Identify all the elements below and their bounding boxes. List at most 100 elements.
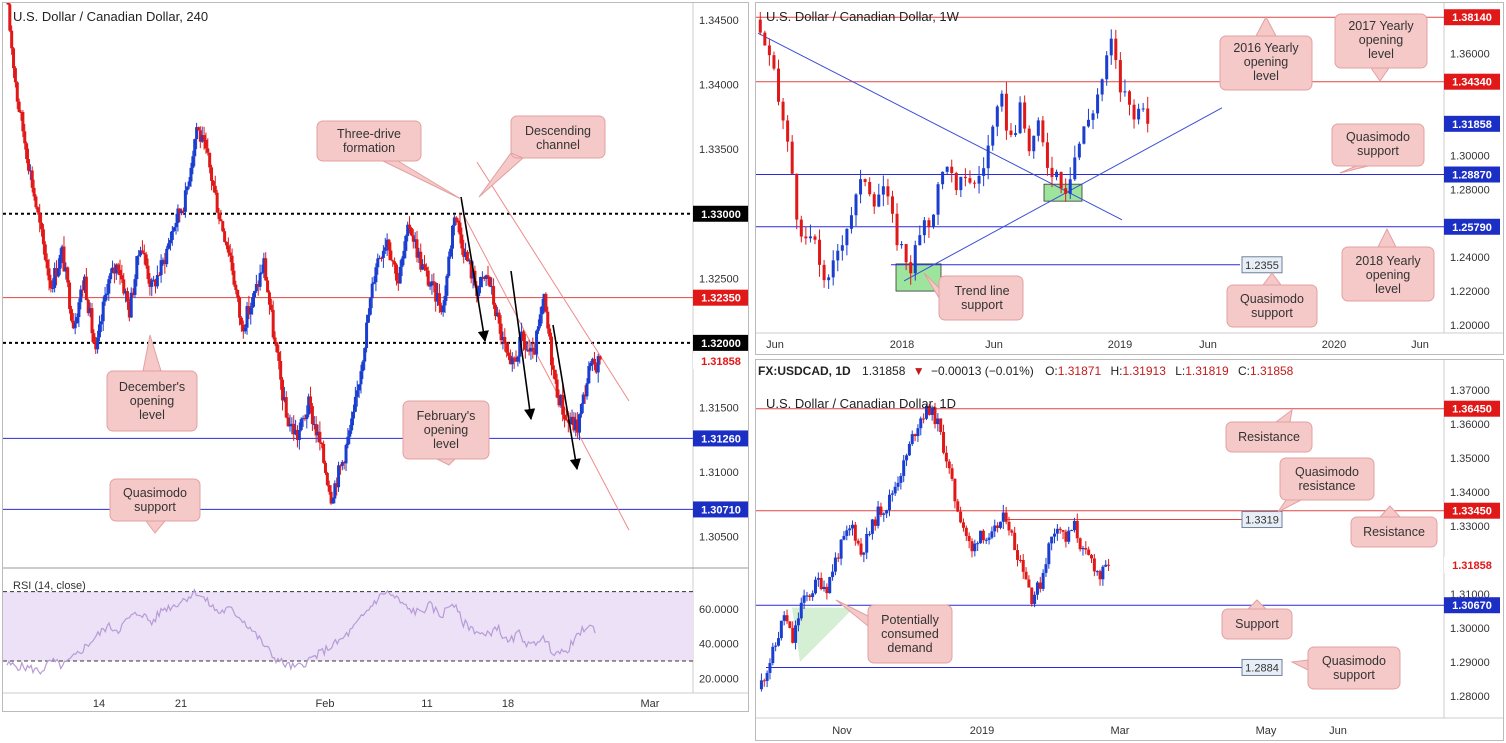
level-tag: 1.2355 (1241, 256, 1283, 274)
ohlc-header: FX:USDCAD, 1D 1.31858 ▼ −0.00013 (−0.01%… (758, 364, 1294, 378)
candle-body (995, 106, 999, 127)
candle (1007, 516, 1011, 536)
candle (563, 406, 567, 428)
candle-body (43, 244, 47, 260)
candle-body (30, 170, 34, 188)
candle-body (327, 485, 331, 492)
weekly-chart-svg[interactable]: 1.2355 1.36000 1.30000 1.28000 1.24000 1.220… (756, 3, 1504, 355)
h4-chart-svg[interactable]: 60.0000 40.0000 20.0000 1.34500 1.34000 1.335… (3, 3, 749, 712)
candle-body (833, 557, 837, 572)
candle (148, 273, 152, 296)
candle-body (557, 397, 561, 406)
candle-body (774, 645, 778, 647)
candle (394, 263, 398, 286)
candle (198, 126, 202, 149)
price-label-text: 1.32000 (701, 338, 741, 350)
candle-body (241, 324, 245, 332)
candle (437, 283, 441, 313)
candle-body (1104, 564, 1108, 567)
candle (767, 38, 771, 66)
candle (848, 525, 852, 536)
callout-text: 2017 Yearly (1348, 19, 1414, 33)
candle (816, 572, 820, 587)
candle-body (303, 418, 307, 420)
candle-body (1092, 558, 1096, 572)
x-tick-label: May (1256, 725, 1277, 737)
candle (56, 258, 60, 278)
candle-body (827, 277, 831, 281)
candle-body (1090, 554, 1094, 559)
candle (1084, 541, 1088, 555)
candle (585, 378, 589, 400)
candle-body (559, 394, 563, 406)
candle (976, 541, 980, 552)
candle (344, 443, 348, 472)
candle (939, 418, 943, 435)
candle (1078, 537, 1082, 552)
callout-text: December's (119, 380, 185, 394)
candle-body (1095, 571, 1099, 573)
price-label-text: 1.30670 (1452, 600, 1492, 612)
candle (232, 263, 236, 287)
candle (1027, 575, 1031, 588)
callout-text: support (961, 298, 1003, 312)
price-label-text: 1.33000 (701, 209, 741, 221)
candle-body (840, 245, 844, 251)
candle (383, 237, 387, 255)
candle-body (1064, 188, 1068, 194)
candle-body (1081, 548, 1085, 550)
candle (241, 320, 245, 339)
callout-text: demand (887, 641, 932, 655)
candle-body (465, 251, 469, 262)
candle (404, 234, 408, 259)
candle (140, 240, 144, 254)
candle (1001, 504, 1005, 530)
candle-body (1098, 571, 1102, 580)
candle (40, 214, 44, 237)
candle-body (447, 256, 451, 276)
candle-body (150, 281, 154, 287)
candle-body (262, 258, 266, 273)
candle (249, 302, 253, 325)
candle (505, 341, 509, 358)
candle-body (893, 486, 897, 494)
price-label: 1.30670 (1444, 597, 1500, 614)
candle-body (155, 275, 159, 287)
candle (460, 227, 464, 256)
candle-body (62, 246, 66, 272)
candle (1024, 567, 1028, 580)
callout-text: formation (343, 141, 395, 155)
candle-body (350, 418, 354, 431)
candle (428, 281, 432, 290)
level-tag-bg (1241, 256, 1283, 274)
candle (499, 315, 503, 345)
y-tick-label: 1.30000 (1450, 150, 1490, 162)
candle-body (183, 190, 187, 212)
candle-body (828, 577, 832, 594)
rsi-label: RSI (14, close) (13, 580, 86, 592)
candle (533, 342, 537, 356)
y-tick-label: 1.28000 (1450, 184, 1490, 196)
candle-body (365, 322, 369, 349)
candle (808, 593, 812, 601)
candle-body (579, 404, 583, 415)
candle-body (131, 292, 135, 295)
drive-arrow (460, 196, 489, 343)
candle (66, 266, 70, 288)
candle-body (374, 267, 378, 283)
candle-body (849, 215, 853, 229)
candle-body (286, 417, 290, 427)
x-tick-label: Jun (1199, 339, 1217, 351)
candle (243, 324, 247, 334)
candle-body (51, 287, 55, 289)
candle-body (383, 247, 387, 251)
y-tick-label: 1.31500 (699, 402, 739, 414)
daily-chart-svg[interactable]: 1.3319 1.2884 1.37000 1.36000 1.35000 1.3400… (756, 360, 1504, 741)
candle (1010, 528, 1014, 536)
candle (479, 276, 483, 294)
callout-text: opening (1244, 55, 1289, 69)
candle (1023, 95, 1027, 133)
candle (309, 386, 313, 414)
candle (81, 280, 85, 297)
candle-body (777, 68, 781, 102)
